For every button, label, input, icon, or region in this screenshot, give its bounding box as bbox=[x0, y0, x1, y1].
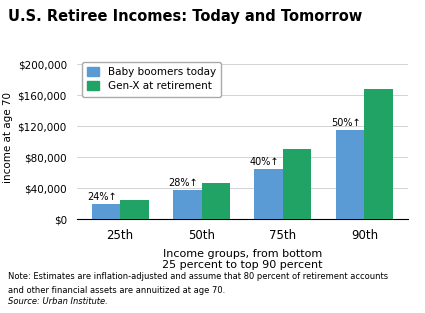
Bar bbox=[283, 149, 312, 219]
Y-axis label: Annual household
income at age 70: Annual household income at age 70 bbox=[0, 91, 13, 185]
Text: Note: Estimates are inflation-adjusted and assume that 80 percent of retirement : Note: Estimates are inflation-adjusted a… bbox=[8, 272, 388, 281]
Bar bbox=[201, 183, 230, 219]
Bar bbox=[173, 190, 201, 219]
X-axis label: Income groups, from bottom
25 percent to top 90 percent: Income groups, from bottom 25 percent to… bbox=[162, 249, 323, 270]
Bar bbox=[364, 89, 393, 219]
Text: U.S. Retiree Incomes: Today and Tomorrow: U.S. Retiree Incomes: Today and Tomorrow bbox=[8, 9, 363, 24]
Text: and other financial assets are annuitized at age 70.: and other financial assets are annuitize… bbox=[8, 286, 226, 295]
Bar bbox=[120, 200, 149, 219]
Text: 50%↑: 50%↑ bbox=[331, 118, 361, 128]
Bar bbox=[91, 203, 120, 219]
Bar bbox=[336, 130, 364, 219]
Text: 28%↑: 28%↑ bbox=[168, 178, 198, 188]
Text: Source: Urban Institute.: Source: Urban Institute. bbox=[8, 297, 108, 306]
Legend: Baby boomers today, Gen-X at retirement: Baby boomers today, Gen-X at retirement bbox=[82, 62, 221, 97]
Text: 24%↑: 24%↑ bbox=[87, 192, 116, 202]
Bar bbox=[255, 169, 283, 219]
Text: 40%↑: 40%↑ bbox=[250, 157, 279, 167]
